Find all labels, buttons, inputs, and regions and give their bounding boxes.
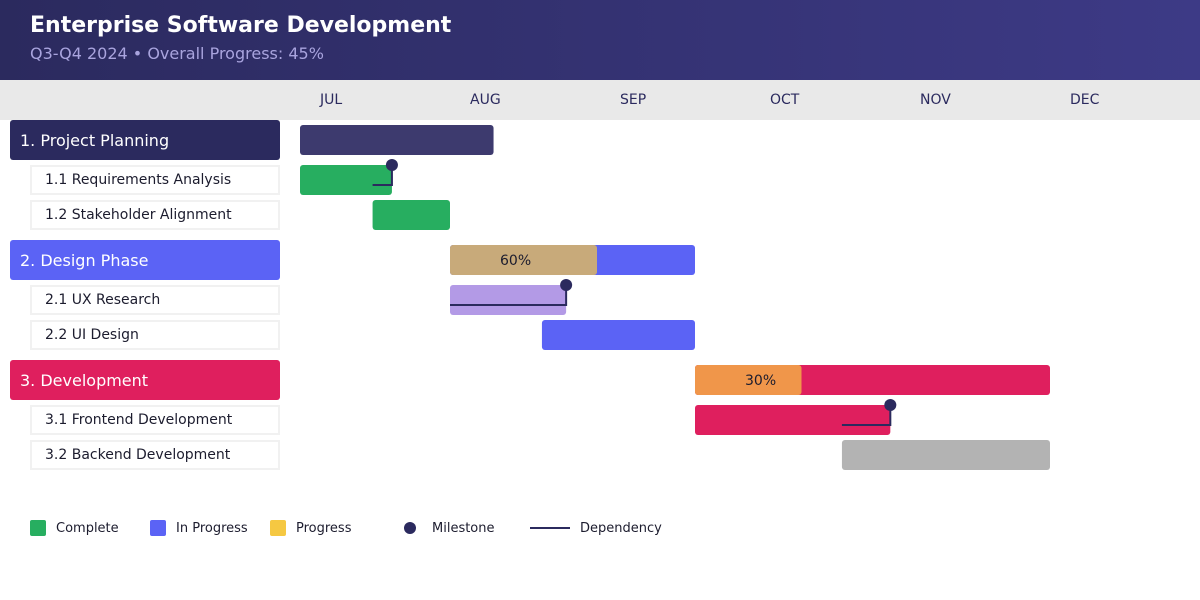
month-axis: JUL AUG SEP OCT NOV DEC	[0, 80, 1200, 120]
legend-progress: Progress	[270, 519, 351, 537]
progress-label-design-phase: 60%	[500, 253, 531, 269]
month-label-dec: DEC	[1070, 92, 1100, 108]
progress-design-phase	[450, 245, 597, 275]
dependency-frontend-development	[841, 405, 892, 426]
chart-subtitle: Q3-Q4 2024 • Overall Progress: 45%	[30, 44, 324, 63]
bar-frontend-development	[695, 405, 891, 435]
chart-title: Enterprise Software Development	[30, 13, 452, 38]
legend-in-progress: In Progress	[150, 519, 248, 537]
legend-milestone: Milestone	[400, 519, 495, 537]
task-label-frontend-development[interactable]: 3.1 Frontend Development	[30, 405, 280, 435]
milestone-requirements-analysis	[385, 159, 398, 171]
legend-complete: Complete	[30, 519, 119, 537]
chart-header: Enterprise Software Development Q3-Q4 20…	[0, 0, 1200, 80]
task-label-development[interactable]: 3. Development	[10, 360, 280, 400]
dependency-ux-research	[450, 285, 568, 306]
month-label-jul: JUL	[320, 92, 343, 108]
milestone-frontend-development	[884, 399, 897, 411]
month-label-sep: SEP	[620, 92, 647, 108]
legend-in-progress-label: In Progress	[176, 520, 248, 536]
task-label-ux-research[interactable]: 2.1 UX Research	[30, 285, 280, 315]
legend-dependency: Dependency	[530, 519, 662, 537]
month-label-nov: NOV	[920, 92, 951, 108]
milestone-ux-research	[560, 279, 573, 291]
bar-stakeholder-alignment	[372, 200, 450, 230]
legend-complete-label: Complete	[56, 520, 119, 536]
legend-milestone-dot	[404, 522, 416, 534]
legend-progress-swatch	[270, 520, 286, 536]
legend-progress-label: Progress	[296, 520, 352, 536]
bar-ux-research	[450, 285, 567, 315]
dependency-requirements-analysis	[372, 165, 393, 186]
legend-milestone-label: Milestone	[432, 520, 495, 536]
bar-project-planning	[300, 125, 494, 155]
bar-requirements-analysis	[300, 165, 392, 195]
legend-dependency-label: Dependency	[580, 520, 662, 536]
bar-backend-development	[841, 440, 1050, 470]
task-label-backend-development[interactable]: 3.2 Backend Development	[30, 440, 280, 470]
legend-complete-swatch	[30, 520, 46, 536]
bar-ui-design	[541, 320, 695, 350]
progress-label-development: 30%	[745, 373, 776, 389]
progress-development	[695, 365, 802, 395]
legend-dependency-line	[530, 527, 570, 529]
legend-in-progress-swatch	[150, 520, 166, 536]
month-label-aug: AUG	[470, 92, 501, 108]
task-label-stakeholder-alignment[interactable]: 1.2 Stakeholder Alignment	[30, 200, 280, 230]
task-label-project-planning[interactable]: 1. Project Planning	[10, 120, 280, 160]
month-label-oct: OCT	[770, 92, 800, 108]
task-label-requirements-analysis[interactable]: 1.1 Requirements Analysis	[30, 165, 280, 195]
task-label-design-phase[interactable]: 2. Design Phase	[10, 240, 280, 280]
task-label-ui-design[interactable]: 2.2 UI Design	[30, 320, 280, 350]
